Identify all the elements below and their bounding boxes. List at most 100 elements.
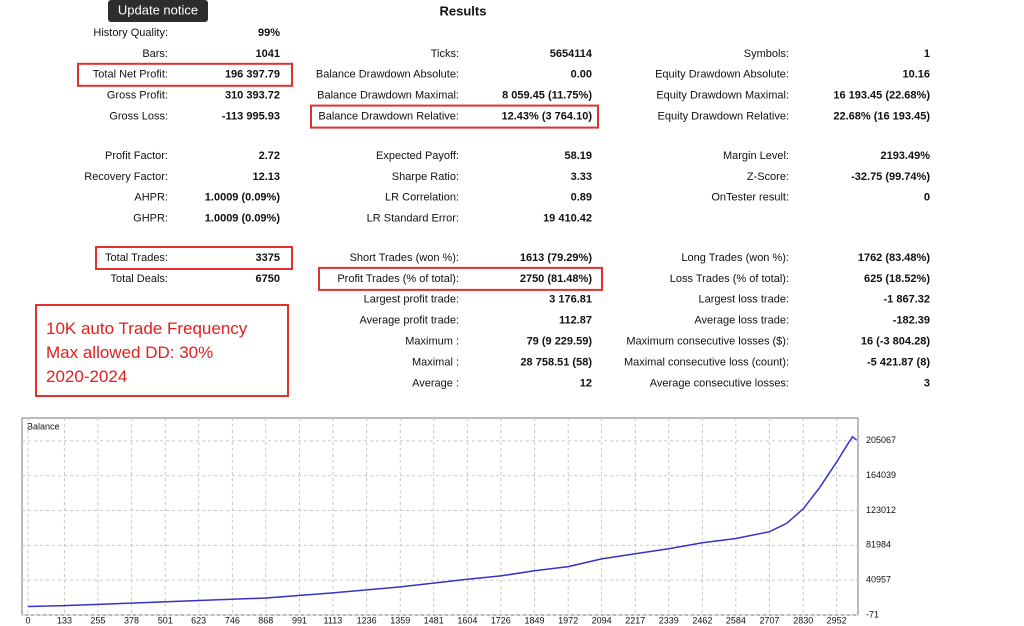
stat-label: Sharpe Ratio: bbox=[392, 171, 459, 183]
highlight-box bbox=[95, 246, 293, 270]
stat-label: Total Trades: bbox=[105, 252, 168, 264]
x-tick-label: 2830 bbox=[793, 615, 813, 625]
stat-label: Ticks: bbox=[431, 48, 459, 60]
stat-label: OnTester result: bbox=[711, 192, 789, 204]
stat-value: 6750 bbox=[256, 273, 280, 285]
stat-value: 58.19 bbox=[564, 150, 592, 162]
stat-label: Balance Drawdown Absolute: bbox=[316, 69, 459, 81]
stat-label: Short Trades (won %): bbox=[350, 252, 459, 264]
x-tick-label: 746 bbox=[225, 615, 240, 625]
stat-label: History Quality: bbox=[93, 27, 168, 39]
y-tick-label: 123012 bbox=[866, 505, 896, 515]
stat-label: Profit Trades (% of total): bbox=[337, 273, 459, 285]
stat-label: Average consecutive losses: bbox=[650, 377, 789, 389]
stat-label: Total Deals: bbox=[111, 273, 168, 285]
stat-label: Maximum consecutive losses ($): bbox=[626, 336, 789, 348]
x-tick-label: 133 bbox=[57, 615, 72, 625]
stat-value: 19 410.42 bbox=[543, 213, 592, 225]
stat-label: Symbols: bbox=[744, 48, 789, 60]
x-tick-label: 2707 bbox=[760, 615, 780, 625]
stat-value: -32.75 (99.74%) bbox=[851, 171, 930, 183]
stat-label: Expected Payoff: bbox=[376, 150, 459, 162]
y-tick-label: -71 bbox=[866, 609, 879, 619]
stat-value: 79 (9 229.59) bbox=[527, 336, 593, 348]
y-tick-label: 164039 bbox=[866, 470, 896, 480]
x-tick-label: 2584 bbox=[726, 615, 746, 625]
stat-value: -182.39 bbox=[893, 315, 930, 327]
stat-value: 99% bbox=[258, 27, 280, 39]
stat-value: -113 995.93 bbox=[222, 111, 280, 123]
stat-label: Equity Drawdown Absolute: bbox=[655, 69, 789, 81]
x-tick-label: 1972 bbox=[558, 615, 578, 625]
stat-value: 0.00 bbox=[571, 69, 592, 81]
x-tick-label: 2952 bbox=[827, 615, 847, 625]
stat-value: 12 bbox=[580, 377, 592, 389]
stat-value: -1 867.32 bbox=[884, 294, 930, 306]
x-tick-label: 1849 bbox=[524, 615, 544, 625]
stat-value: 28 758.51 (58) bbox=[520, 356, 592, 368]
stat-value: 1041 bbox=[256, 48, 280, 60]
stat-label: Balance Drawdown Relative: bbox=[318, 111, 459, 123]
chart-frame bbox=[21, 417, 859, 616]
x-tick-label: 1604 bbox=[457, 615, 477, 625]
x-tick-label: 501 bbox=[158, 615, 173, 625]
highlight-box bbox=[310, 104, 599, 129]
stat-label: Margin Level: bbox=[723, 150, 789, 162]
x-tick-label: 868 bbox=[258, 615, 273, 625]
stat-value: 1762 (83.48%) bbox=[858, 252, 930, 264]
x-tick-label: 1726 bbox=[491, 615, 511, 625]
stat-label: Largest profit trade: bbox=[364, 294, 459, 306]
annotation-line: 2020-2024 bbox=[46, 367, 127, 386]
x-tick-label: 0 bbox=[26, 615, 31, 625]
y-tick-label: 81984 bbox=[866, 540, 891, 550]
stat-value: 3375 bbox=[256, 252, 280, 264]
stat-value: 16 193.45 (22.68%) bbox=[833, 90, 930, 102]
stat-value: 1613 (79.29%) bbox=[520, 252, 592, 264]
stat-label: Maximal consecutive loss (count): bbox=[624, 356, 789, 368]
annotation-line: Max allowed DD: 30% bbox=[46, 343, 213, 362]
stat-label: Largest loss trade: bbox=[699, 294, 790, 306]
x-tick-label: 991 bbox=[292, 615, 307, 625]
y-tick-label: 40957 bbox=[866, 575, 891, 585]
stat-label: Gross Loss: bbox=[109, 111, 168, 123]
stat-value: 2.72 bbox=[259, 150, 280, 162]
annotation-box bbox=[35, 304, 289, 397]
stat-value: 0 bbox=[924, 192, 930, 204]
x-tick-label: 2217 bbox=[625, 615, 645, 625]
x-tick-label: 255 bbox=[90, 615, 105, 625]
stat-value: 1.0009 (0.09%) bbox=[205, 192, 281, 204]
stat-value: 12.43% (3 764.10) bbox=[501, 111, 592, 123]
stat-label: Gross Profit: bbox=[107, 90, 168, 102]
stat-label: Total Net Profit: bbox=[93, 69, 168, 81]
x-tick-label: 1113 bbox=[324, 615, 343, 625]
stat-label: Balance Drawdown Maximal: bbox=[317, 90, 459, 102]
stat-value: 10.16 bbox=[902, 69, 930, 81]
stat-value: 12.13 bbox=[252, 171, 280, 183]
stat-value: 5654114 bbox=[550, 48, 593, 60]
stat-value: 625 (18.52%) bbox=[864, 273, 930, 285]
stat-label: Average loss trade: bbox=[694, 315, 789, 327]
x-tick-label: 2462 bbox=[692, 615, 712, 625]
stat-value: 3 176.81 bbox=[549, 294, 592, 306]
stat-value: 1.0009 (0.09%) bbox=[205, 213, 281, 225]
stat-label: Loss Trades (% of total): bbox=[670, 273, 789, 285]
x-tick-label: 1481 bbox=[424, 615, 444, 625]
stat-label: Average : bbox=[412, 377, 459, 389]
stat-value: 3 bbox=[924, 377, 930, 389]
chart-title: Balance bbox=[27, 421, 60, 431]
stat-value: 2193.49% bbox=[880, 150, 930, 162]
stat-label: Z-Score: bbox=[747, 171, 789, 183]
stat-value: 1 bbox=[924, 48, 930, 60]
balance-line bbox=[27, 435, 858, 608]
stat-value: 3.33 bbox=[571, 171, 592, 183]
stat-label: Profit Factor: bbox=[105, 150, 168, 162]
stat-label: LR Standard Error: bbox=[367, 213, 459, 225]
y-tick-label: 205067 bbox=[866, 435, 896, 445]
tooltip-box bbox=[108, 0, 208, 22]
stat-label: Bars: bbox=[142, 48, 168, 60]
stat-label: Equity Drawdown Maximal: bbox=[656, 90, 789, 102]
x-tick-label: 378 bbox=[124, 615, 139, 625]
x-tick-label: 1236 bbox=[357, 615, 377, 625]
